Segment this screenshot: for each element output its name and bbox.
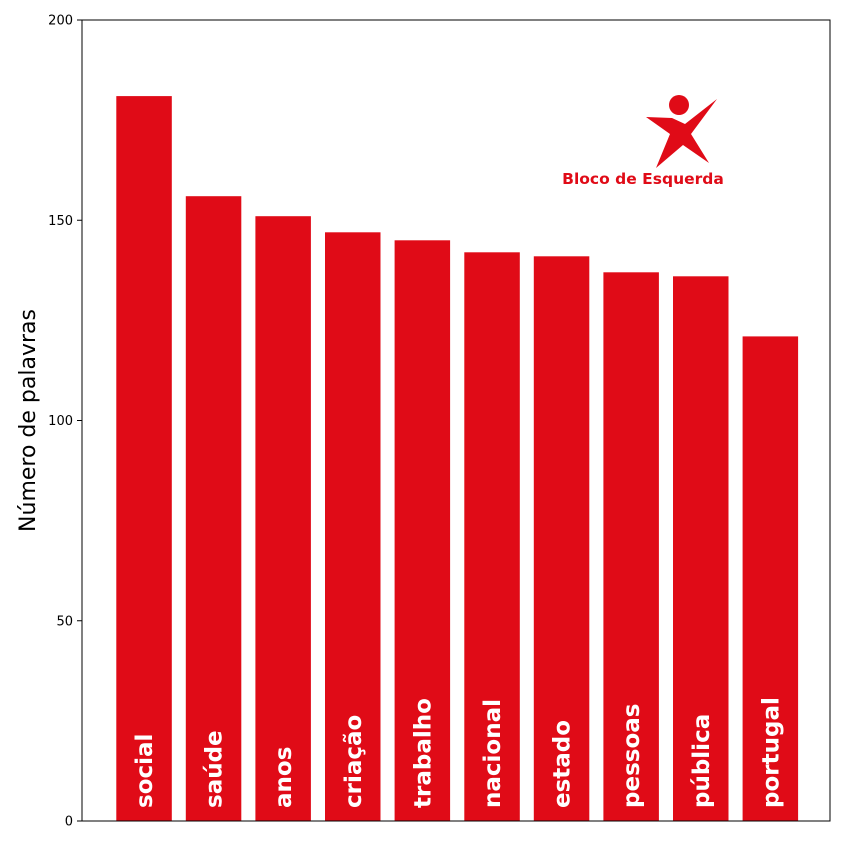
y-axis-label: Número de palavras: [16, 309, 41, 532]
bar-portugal: [742, 336, 799, 821]
bar-label-trabalho: trabalho: [410, 698, 436, 808]
y-tick-label: 200: [48, 14, 73, 29]
y-tick-label: 100: [48, 414, 73, 429]
bars-group: [116, 96, 799, 822]
bar-pública: [673, 276, 729, 821]
y-tick-label: 50: [56, 614, 73, 629]
bar-labels-group: social saúde anos criação trabalho nacional es…: [132, 697, 784, 808]
y-axis-ticks: 0 50 100 150 200: [48, 14, 82, 830]
bar-saúde: [185, 196, 242, 821]
logo-text: Bloco de Esquerda: [562, 170, 724, 188]
bar-label-nacional: nacional: [480, 699, 506, 808]
bar-label-pessoas: pessoas: [619, 704, 645, 808]
bar-label-social: social: [132, 734, 158, 808]
bar-label-estado: estado: [550, 720, 576, 808]
bar-label-pública: pública: [689, 714, 715, 808]
bar-social: [116, 96, 172, 822]
bar-label-saúde: saúde: [202, 730, 228, 808]
bar-criação: [325, 232, 381, 822]
bar-nacional: [464, 252, 520, 822]
star-person-icon: [646, 95, 717, 168]
bloco-de-esquerda-logo: Bloco de Esquerda: [562, 95, 724, 188]
bar-pessoas: [603, 272, 659, 821]
y-tick-label: 0: [65, 815, 73, 830]
bar-anos: [255, 216, 311, 821]
bar-label-criação: criação: [341, 715, 367, 808]
bar-trabalho: [394, 240, 451, 822]
bar-label-anos: anos: [271, 747, 297, 808]
bar-estado: [533, 256, 590, 821]
y-tick-label: 150: [48, 214, 73, 229]
bar-label-portugal: portugal: [758, 697, 784, 808]
plot-frame: [81, 19, 831, 822]
